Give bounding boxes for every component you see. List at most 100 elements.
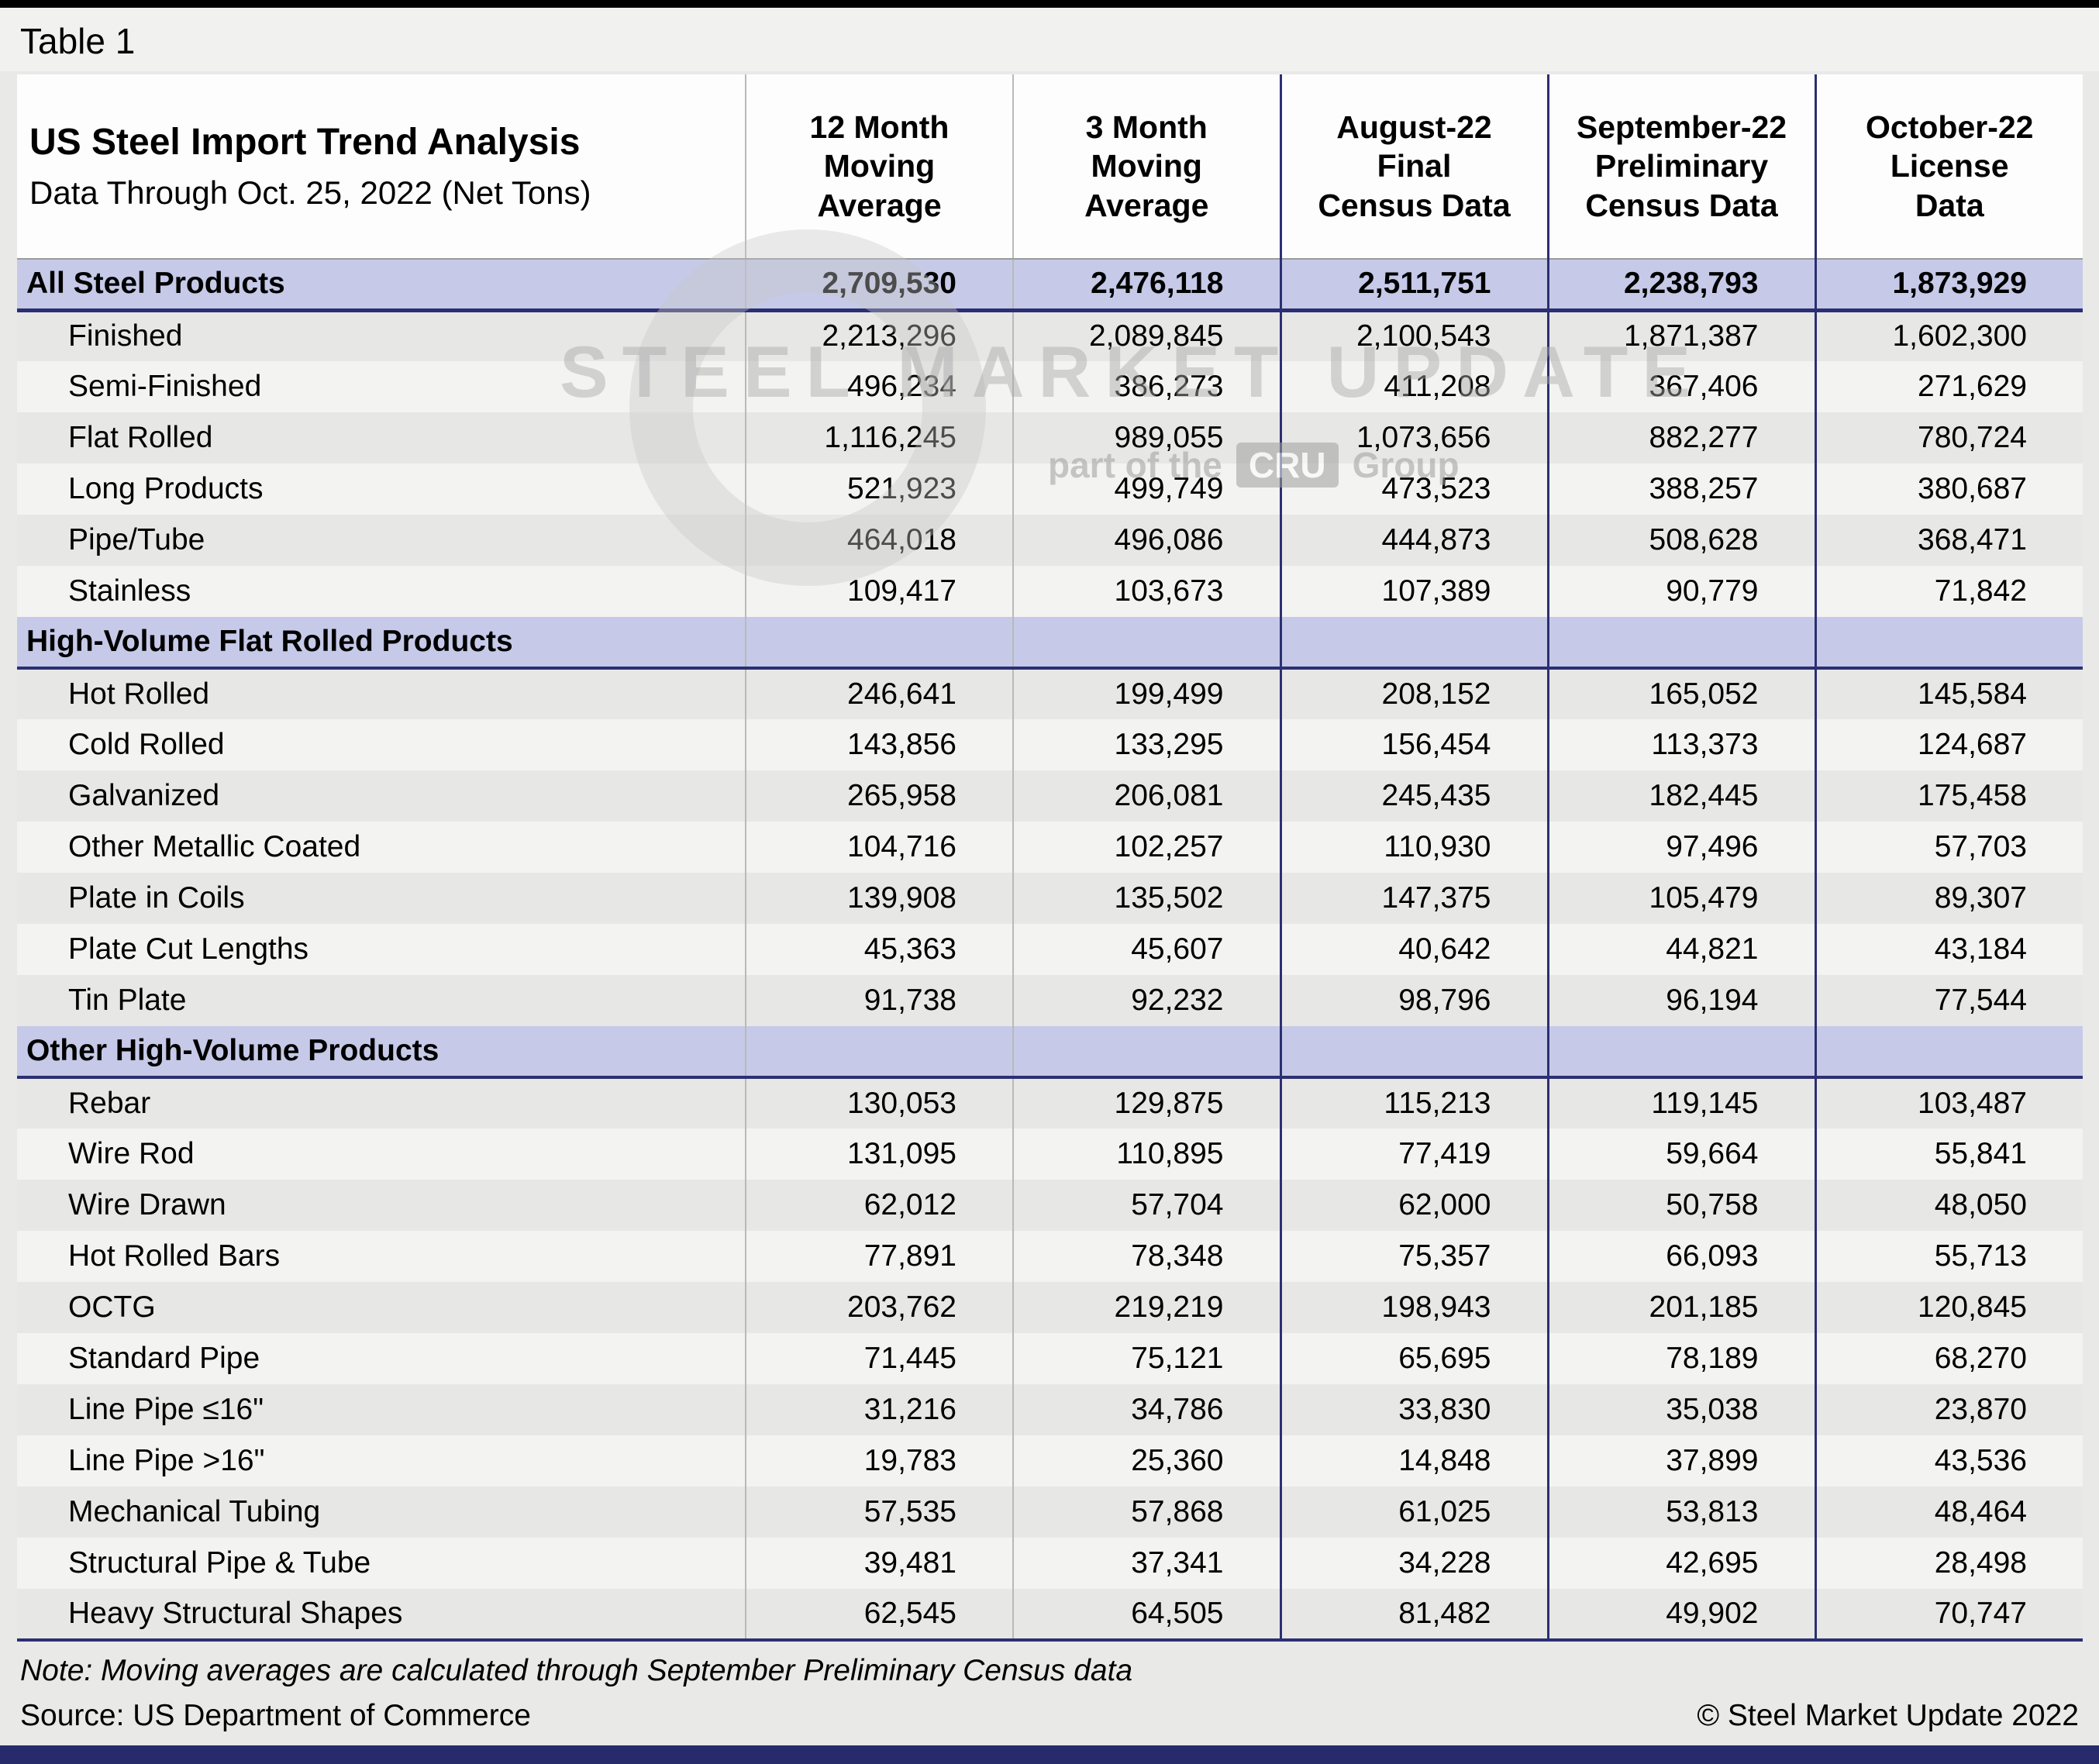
section-header-row: Other High-Volume Products (17, 1026, 2083, 1077)
table-row: Other Metallic Coated 104,716 102,257 110,9… (17, 822, 2083, 873)
cell-value: 44,821 (1546, 924, 1815, 975)
cell-value: 55,713 (1814, 1231, 2083, 1282)
cell-value: 198,943 (1279, 1282, 1548, 1333)
cell-value: 57,704 (1012, 1180, 1280, 1231)
cell-value: 102,257 (1012, 822, 1280, 873)
cell-value: 780,724 (1814, 412, 2083, 463)
row-label: Mechanical Tubing (68, 1495, 321, 1528)
cell-value: 145,584 (1814, 668, 2083, 719)
cell-value: 165,052 (1546, 668, 1815, 719)
table-row: Line Pipe >16" 19,783 25,360 14,848 37,899 43… (17, 1435, 2083, 1487)
row-label: Heavy Structural Shapes (17, 1589, 746, 1642)
cell-value: 496,086 (1012, 515, 1280, 566)
row-label: Wire Drawn (68, 1188, 226, 1221)
cell-value: 64,505 (1012, 1589, 1280, 1642)
cell-value: 201,185 (1546, 1282, 1815, 1333)
cell-value: 50,758 (1546, 1180, 1815, 1231)
cell-value: 103,673 (1012, 566, 1280, 617)
table-row: Finished 2,213,296 2,089,845 2,100,543 1,871… (17, 310, 2083, 361)
cell-value: 133,295 (1012, 719, 1280, 770)
table-row: Galvanized 265,958 206,081 245,435 182,445 17… (17, 770, 2083, 822)
cell-value: 65,695 (1279, 1333, 1548, 1384)
cell-value: 2,100,543 (1279, 310, 1548, 361)
top-edge-rule (0, 0, 2099, 8)
cell-value: 90,779 (1546, 566, 1815, 617)
cell-value: 39,481 (745, 1538, 1013, 1589)
row-label: OCTG (68, 1290, 156, 1324)
table-row: Flat Rolled 1,116,245 989,055 1,073,656 882,… (17, 412, 2083, 463)
cell-value: 271,629 (1814, 361, 2083, 412)
cell-value: 68,270 (1814, 1333, 2083, 1384)
cell-value (1012, 617, 1280, 668)
cell-value: 110,895 (1012, 1128, 1280, 1180)
cell-value: 91,738 (745, 975, 1013, 1026)
cell-value: 496,234 (745, 361, 1013, 412)
table-row: Heavy Structural Shapes 62,545 64,505 81,48… (17, 1589, 2083, 1642)
cell-value: 62,000 (1279, 1180, 1548, 1231)
table-row: Stainless 109,417 103,673 107,389 90,779 71,8… (17, 566, 2083, 617)
cell-value: 75,121 (1012, 1333, 1280, 1384)
cell-value: 61,025 (1279, 1487, 1548, 1538)
row-label: Finished (68, 319, 183, 353)
cell-value (1814, 617, 2083, 668)
total-row: All Steel Products 2,709,530 2,476,118 2,51… (17, 259, 2083, 310)
cell-value: 37,899 (1546, 1435, 1815, 1487)
cell-value: 71,445 (745, 1333, 1013, 1384)
table-row: OCTG 203,762 219,219 198,943 201,185 120,845 (17, 1282, 2083, 1333)
cell-value: 33,830 (1279, 1384, 1548, 1435)
cell-value: 473,523 (1279, 463, 1548, 515)
cell-value: 96,194 (1546, 975, 1815, 1026)
table-row: Plate Cut Lengths 45,363 45,607 40,642 44,82… (17, 924, 2083, 975)
cell-value: 109,417 (745, 566, 1013, 617)
table-row: Rebar 130,053 129,875 115,213 119,145 103,487 (17, 1077, 2083, 1128)
table-row: Line Pipe ≤16" 31,216 34,786 33,830 35,038 23… (17, 1384, 2083, 1435)
cell-value: 1,873,929 (1814, 259, 2083, 310)
table-title: US Steel Import Trend Analysis (29, 122, 581, 163)
cell-value: 92,232 (1012, 975, 1280, 1026)
cell-value: 206,081 (1012, 770, 1280, 822)
cell-value: 208,152 (1279, 668, 1548, 719)
cell-value: 246,641 (745, 668, 1013, 719)
table-row: Long Products 521,923 499,749 473,523 388,25… (17, 463, 2083, 515)
cell-value: 53,813 (1546, 1487, 1815, 1538)
footer: Source: US Department of Commerce © Stee… (20, 1699, 2079, 1733)
copyright-text: © Steel Market Update 2022 (1697, 1699, 2079, 1732)
cell-value: 57,868 (1012, 1487, 1280, 1538)
cell-value: 70,747 (1814, 1589, 2083, 1642)
cell-value (1279, 617, 1548, 668)
cell-value: 62,012 (745, 1180, 1013, 1231)
row-label: Cold Rolled (68, 728, 225, 761)
cell-value: 368,471 (1814, 515, 2083, 566)
table-row: Wire Rod 131,095 110,895 77,419 59,664 55,841 (17, 1128, 2083, 1180)
cell-value: 124,687 (1814, 719, 2083, 770)
table-row: Hot Rolled 246,641 199,499 208,152 165,052 14… (17, 668, 2083, 719)
cell-value: 14,848 (1279, 1435, 1548, 1487)
cell-value: 35,038 (1546, 1384, 1815, 1435)
row-label: Semi-Finished (68, 370, 262, 403)
cell-value: 107,389 (1279, 566, 1548, 617)
row-label: Line Pipe >16" (68, 1444, 265, 1477)
column-header-3-month: 3 Month Moving Average (1012, 74, 1280, 260)
row-label: Structural Pipe & Tube (68, 1546, 371, 1580)
cell-value: 989,055 (1012, 412, 1280, 463)
row-label: Other Metallic Coated (68, 830, 361, 863)
cell-value: 77,544 (1814, 975, 2083, 1026)
table-body: All Steel Products 2,709,530 2,476,118 2,51… (17, 259, 2083, 1642)
cell-value: 199,499 (1012, 668, 1280, 719)
table-row: Pipe/Tube 464,018 496,086 444,873 508,628 368… (17, 515, 2083, 566)
cell-value: 25,360 (1012, 1435, 1280, 1487)
cell-value: 2,476,118 (1012, 259, 1280, 310)
row-label: Flat Rolled (68, 421, 213, 454)
cell-value (1546, 1026, 1815, 1077)
cell-value: 120,845 (1814, 1282, 2083, 1333)
row-label: Long Products (68, 472, 264, 505)
cell-value: 104,716 (745, 822, 1013, 873)
row-label: Plate Cut Lengths (68, 932, 309, 966)
cell-value: 48,464 (1814, 1487, 2083, 1538)
cell-value: 444,873 (1279, 515, 1548, 566)
row-label: Hot Rolled (68, 677, 210, 711)
cell-value: 147,375 (1279, 873, 1548, 924)
table-row: Standard Pipe 71,445 75,121 65,695 78,189 68,… (17, 1333, 2083, 1384)
cell-value: 265,958 (745, 770, 1013, 822)
cell-value: 48,050 (1814, 1180, 2083, 1231)
